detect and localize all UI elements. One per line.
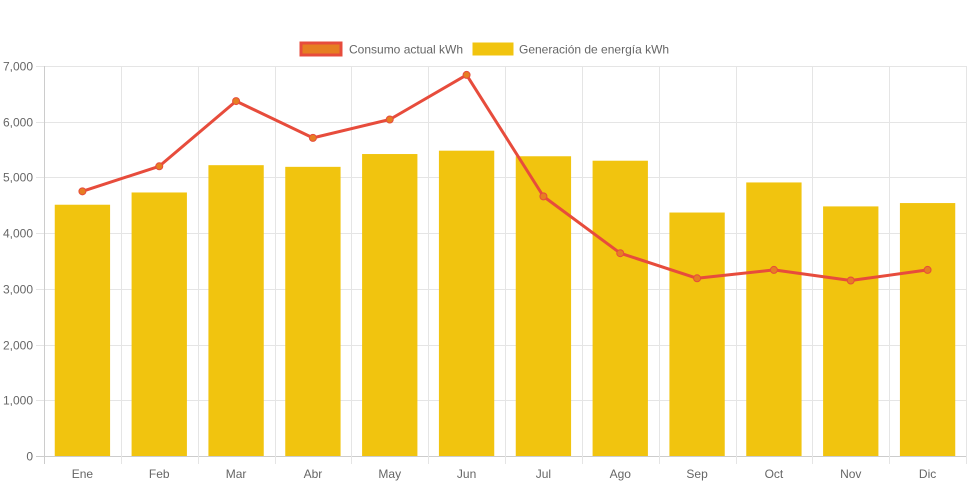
bar[interactable] [669,212,725,456]
y-tick-label: 4,000 [3,227,33,241]
x-tick-label: May [378,467,401,481]
line-point[interactable] [308,133,317,142]
bar[interactable] [592,160,648,456]
x-tick-label: Ene [72,467,94,481]
line-point[interactable] [539,192,548,201]
y-tick-label: 5,000 [3,171,33,185]
x-tick-label: Feb [149,467,170,481]
line-point[interactable] [769,265,778,274]
y-tick-label: 3,000 [3,283,33,297]
x-tick-label: Dic [919,467,936,481]
y-tick-label: 7,000 [3,60,33,74]
line-point[interactable] [78,187,87,196]
bar[interactable] [899,203,956,456]
legend-swatch-generacion [472,42,514,56]
line-point[interactable] [693,274,702,283]
x-axis: Ene Feb Mar Abr May Jun Jul Ago Sep Oct Nov Dic [72,467,937,481]
x-tick-label: Sep [686,467,708,481]
legend-swatch-consumo [299,41,343,57]
x-tick-label: Jun [457,467,476,481]
legend: Consumo actual kWh Generación de energía… [299,41,669,57]
line-point[interactable] [462,70,471,79]
y-axis: 0 1,000 2,000 3,000 4,000 5,000 6,000 7,000 [3,60,33,464]
line-point[interactable] [923,265,932,274]
x-tick-label: Mar [226,467,247,481]
x-tick-label: Oct [765,467,784,481]
legend-item-generacion[interactable]: Generación de energía kWh [472,42,669,57]
y-tick-label: 6,000 [3,116,33,130]
bar[interactable] [823,206,879,456]
bar[interactable] [54,204,111,456]
legend-item-consumo[interactable]: Consumo actual kWh [299,41,463,57]
x-tick-label: Ago [610,467,632,481]
bar[interactable] [285,166,341,457]
line-point[interactable] [232,97,241,106]
line-path [81,73,928,282]
legend-label-generacion: Generación de energía kWh [519,43,669,57]
line-series-consumo [78,70,932,285]
bar[interactable] [131,192,187,456]
bar[interactable] [438,150,495,456]
x-tick-label: Abr [304,467,323,481]
line-point[interactable] [155,162,164,171]
bar[interactable] [208,165,264,456]
x-tick-label: Nov [840,467,861,481]
line-point[interactable] [385,115,394,124]
line-point[interactable] [616,249,625,258]
bar[interactable] [362,154,418,456]
y-tick-label: 0 [26,450,33,464]
bar[interactable] [746,182,802,456]
y-tick-label: 1,000 [3,394,33,408]
legend-label-consumo: Consumo actual kWh [349,43,463,57]
bar-series-generacion [54,150,956,457]
bar[interactable] [515,156,572,456]
line-point[interactable] [846,276,855,285]
x-tick-label: Jul [536,467,551,481]
y-tick-label: 2,000 [3,339,33,353]
